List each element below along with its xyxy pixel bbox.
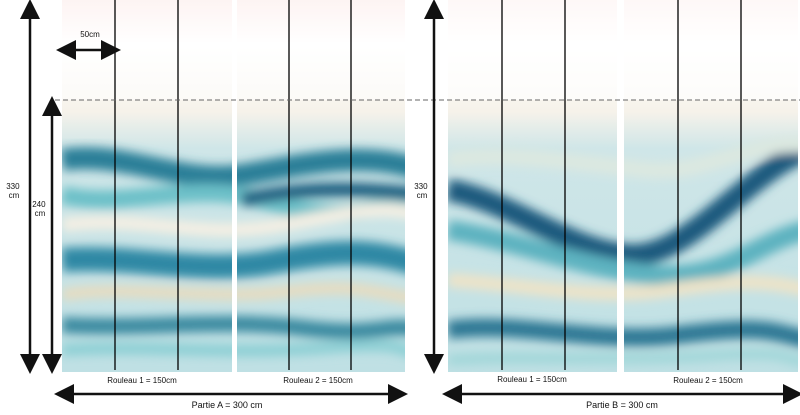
panels	[62, 0, 798, 372]
arrows	[20, 0, 800, 404]
height-label: 330 cm	[414, 182, 430, 200]
visible-height-label: 240 cm	[32, 200, 48, 218]
height-label: 330 cm	[6, 182, 22, 200]
top-fade	[448, 0, 798, 100]
strip-width-label: 50cm	[80, 30, 100, 39]
part-label: Partie A = 300 cm	[192, 400, 263, 410]
part-label: Partie B = 300 cm	[586, 400, 658, 410]
roll-label: Rouleau 2 = 150cm	[283, 376, 353, 385]
roll-label: Rouleau 1 = 150cm	[107, 376, 177, 385]
roll-label: Rouleau 1 = 150cm	[497, 375, 567, 384]
strip-lines	[114, 0, 742, 370]
roll-label: Rouleau 2 = 150cm	[673, 376, 743, 385]
top-fade	[62, 0, 405, 100]
